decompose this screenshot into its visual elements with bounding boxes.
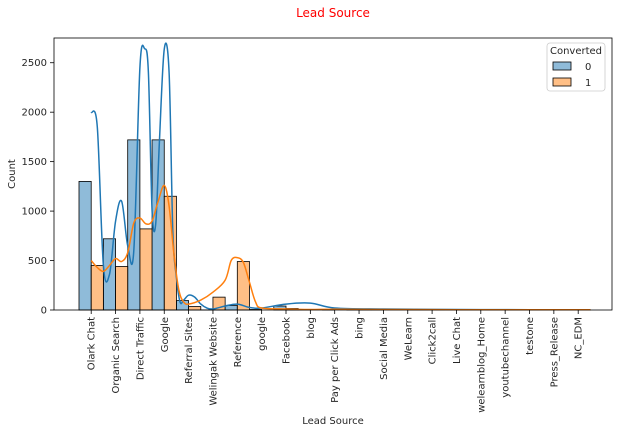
y-axis-label: Count [7,159,18,189]
x-tick-label: Pay per Click Ads [330,317,341,403]
x-tick-label: welearnblog_Home [476,317,487,413]
y-tick-label: 2500 [22,58,47,69]
x-tick-label: Direct Traffic [135,317,146,380]
x-tick-label: bing [355,317,366,339]
x-axis-label: Lead Source [302,416,364,427]
x-tick-label: NC_EDM [574,317,585,359]
bar-1-olark-chat [90,265,104,311]
x-tick-label: WeLearn [403,317,414,360]
x-tick-label: Press_Release [549,317,560,387]
bar-0-olark-chat [78,181,92,311]
legend-label-0: 0 [585,62,591,73]
x-tick-label: Google [160,317,171,352]
kde-line-1 [90,184,591,311]
legend-label-1: 1 [585,78,591,89]
bar-1-reference [236,261,250,311]
y-tick-label: 0 [41,306,47,317]
chart-title: Lead Source [296,6,370,20]
legend-swatch-1 [552,77,572,87]
x-tick-label: Referral Sites [184,317,195,384]
bar-1-organic-search [115,266,129,311]
y-tick-label: 500 [28,256,47,267]
x-tick-label: Olark Chat [87,317,98,370]
x-tick-label: google [257,317,268,351]
x-tick-label: Reference [233,317,244,367]
bar-1-referral-sites [188,306,202,311]
y-tick-label: 1000 [22,207,47,218]
x-tick-label: Facebook [282,317,293,364]
kde-curves [90,42,591,311]
legend-title: Converted [550,46,602,57]
legend-swatch-0 [552,61,572,71]
plot-frame [53,37,613,311]
legend: Converted 0 1 [546,42,606,92]
x-tick-label: Social Media [379,317,390,380]
x-tick-label: Click2call [428,317,439,364]
y-tick-label: 2000 [22,108,47,119]
x-tick-label: testone [525,317,536,355]
x-tick-label: Live Chat [452,317,463,364]
x-tick-label: Welingak Website [208,317,219,406]
y-tick-label: 1500 [22,157,47,168]
x-axis: Olark Chat Organic Search Direct Traffic Go… [87,310,585,413]
x-tick-label: blog [306,317,317,339]
x-tick-label: Organic Search [111,317,122,393]
y-axis: 0 500 1000 1500 2000 2500 [22,58,54,317]
bar-1-direct-traffic [139,228,153,311]
x-tick-label: youtubechannel [501,317,512,398]
